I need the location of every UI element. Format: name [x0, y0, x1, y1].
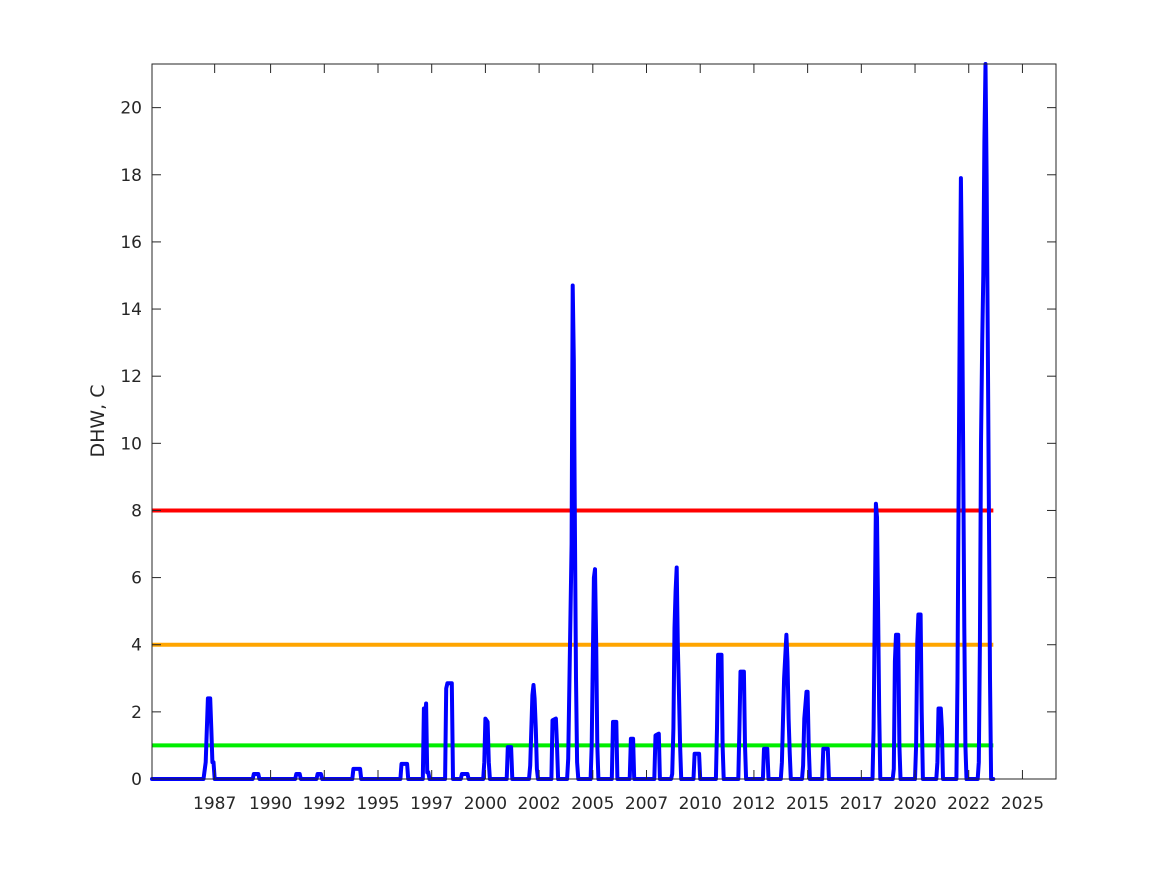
y-tick-label: 2	[131, 703, 142, 723]
x-tick-label: 2007	[625, 794, 668, 814]
x-tick-label: 2000	[464, 794, 507, 814]
x-tick-label: 1997	[410, 794, 453, 814]
axes-frame	[151, 63, 1057, 780]
x-tick-label: 2015	[786, 794, 829, 814]
x-tick-label: 2005	[571, 794, 614, 814]
axes-box	[151, 63, 1057, 780]
x-tick-label: 2017	[840, 794, 883, 814]
x-tick-label: 2020	[893, 794, 936, 814]
y-tick-label: 10	[120, 434, 142, 454]
y-tick-label: 6	[131, 569, 142, 589]
x-tick-label: 2010	[679, 794, 722, 814]
series-layer	[150, 62, 996, 781]
y-tick-label: 4	[131, 636, 142, 656]
y-tick-label: 18	[120, 166, 142, 186]
x-axis-ticks: 1987 1990 1992 1995 1997 2000 2002 2005 2007 2010…	[193, 64, 1044, 814]
y-tick-label: 16	[120, 233, 142, 253]
y-tick-label: 14	[120, 300, 142, 320]
y-tick-label: 8	[131, 501, 142, 521]
y-tick-label: 0	[131, 770, 142, 790]
x-tick-label: 2025	[1001, 794, 1044, 814]
x-tick-label: 2002	[517, 794, 560, 814]
x-tick-label: 1987	[193, 794, 236, 814]
y-axis-title: DHW, C	[87, 384, 109, 457]
y-axis-ticks: 0 2 4 6 8 10 12 14 16 18 20	[120, 99, 1056, 790]
y-tick-label: 20	[120, 99, 142, 119]
x-tick-label: 2022	[947, 794, 990, 814]
x-tick-label: 1992	[303, 794, 346, 814]
dhw-series-line	[150, 62, 996, 781]
x-tick-label: 2012	[732, 794, 775, 814]
y-tick-label: 12	[120, 367, 142, 387]
x-tick-label: 1995	[356, 794, 399, 814]
x-tick-label: 1990	[249, 794, 292, 814]
